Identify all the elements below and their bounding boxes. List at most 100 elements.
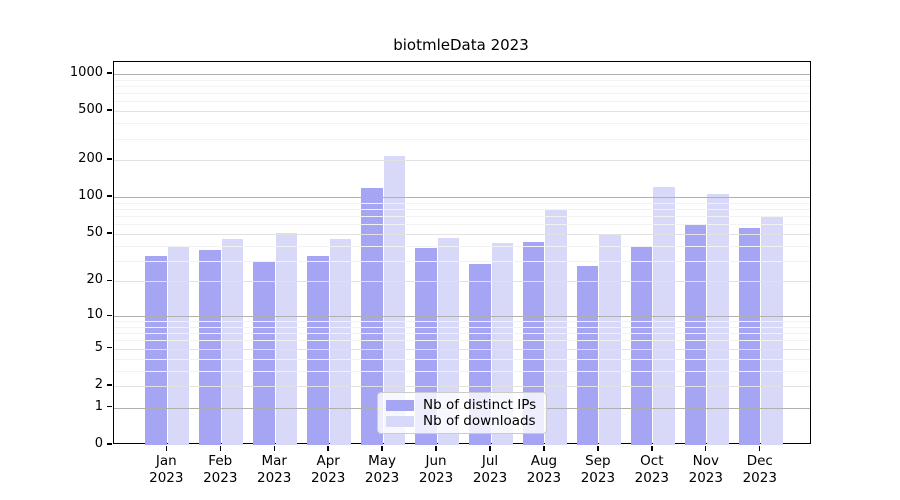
y-tick-mark xyxy=(107,109,112,111)
y-tick-label: 20 xyxy=(86,272,103,288)
x-tick-label: Dec 2023 xyxy=(742,453,777,486)
legend-item-downloads: Nb of downloads xyxy=(386,413,538,429)
gridline-mid xyxy=(114,233,810,235)
y-tick-label: 0 xyxy=(94,436,103,451)
gridline-minor xyxy=(114,101,810,103)
x-tick-mark xyxy=(543,445,545,451)
bar-downloads-nov xyxy=(707,193,729,445)
legend-label-distinct-ips: Nb of distinct IPs xyxy=(423,397,537,413)
x-tick-label: May 2023 xyxy=(364,453,400,486)
x-tick-label: Oct 2023 xyxy=(634,453,670,486)
bar-downloads-may xyxy=(383,156,406,445)
gridline-major xyxy=(114,316,810,318)
y-tick-label: 1 xyxy=(94,398,103,414)
gridline-minor xyxy=(114,326,810,328)
bar-downloads-apr xyxy=(329,239,352,445)
gridline-mid xyxy=(114,385,810,387)
y-tick-label: 50 xyxy=(86,224,103,240)
x-tick-mark xyxy=(273,445,275,451)
gridline-minor xyxy=(114,224,810,226)
bar-distinct-ips-jan xyxy=(145,255,167,445)
bar-downloads-oct xyxy=(653,187,675,445)
gridline-minor xyxy=(114,138,810,140)
y-tick-mark xyxy=(107,406,112,408)
y-tick-label: 100 xyxy=(78,188,103,204)
gridline-minor xyxy=(114,93,810,95)
y-tick-mark xyxy=(107,72,112,74)
y-tick-label: 500 xyxy=(78,102,103,118)
x-tick-label: Nov 2023 xyxy=(688,453,723,486)
y-tick-label: 10 xyxy=(86,307,103,323)
gridline-mid xyxy=(114,111,810,113)
y-tick-label: 5 xyxy=(94,339,103,355)
y-tick-mark xyxy=(107,443,112,445)
bar-distinct-ips-oct xyxy=(630,246,653,445)
x-tick-label: Jun 2023 xyxy=(418,453,454,486)
gridline-minor xyxy=(114,370,810,372)
gridline-major xyxy=(114,73,810,75)
y-tick-mark xyxy=(107,279,112,282)
x-tick-mark xyxy=(489,445,491,451)
x-tick-mark xyxy=(705,445,707,451)
bar-downloads-sep xyxy=(599,234,621,445)
gridline-minor xyxy=(114,358,810,360)
bar-distinct-ips-apr xyxy=(307,255,329,445)
y-tick-mark xyxy=(107,384,112,386)
gridline-minor xyxy=(114,333,810,335)
y-tick-mark xyxy=(107,195,112,197)
y-tick-label: 2 xyxy=(94,376,103,392)
y-tick-label: 1000 xyxy=(69,64,103,80)
bar-distinct-ips-feb xyxy=(199,249,221,445)
x-tick-mark xyxy=(651,445,653,451)
x-tick-label: Aug 2023 xyxy=(526,453,562,486)
x-tick-mark xyxy=(381,445,383,451)
bar-distinct-ips-sep xyxy=(576,266,599,445)
bar-downloads-mar xyxy=(275,232,298,445)
gridline-minor xyxy=(114,260,810,262)
bar-downloads-feb xyxy=(221,239,244,445)
gridline-minor xyxy=(114,202,810,204)
gridline-mid xyxy=(114,160,810,162)
gridline-minor xyxy=(114,321,810,323)
bar-distinct-ips-mar xyxy=(253,262,275,445)
gridline-minor xyxy=(114,208,810,210)
y-tick-label: 200 xyxy=(78,151,103,167)
gridline-minor xyxy=(114,216,810,218)
gridline-minor xyxy=(114,245,810,247)
chart-title: biotmleData 2023 xyxy=(393,36,529,54)
legend: Nb of distinct IPs Nb of downloads xyxy=(377,392,547,434)
gridlines-layer xyxy=(114,62,810,443)
x-tick-label: Sep 2023 xyxy=(580,453,616,486)
bar-downloads-jan xyxy=(167,246,190,445)
x-tick-label: Feb 2023 xyxy=(203,453,238,486)
y-tick-mark xyxy=(107,158,112,160)
gridline-mid xyxy=(114,348,810,350)
x-tick-mark xyxy=(435,445,437,451)
x-tick-label: Mar 2023 xyxy=(257,453,292,486)
y-tick-mark xyxy=(107,314,112,316)
x-tick-mark xyxy=(165,445,167,451)
x-tick-mark xyxy=(219,445,221,451)
x-tick-label: Jul 2023 xyxy=(472,453,508,486)
y-tick-mark xyxy=(107,347,112,349)
y-tick-mark xyxy=(107,232,112,234)
x-tick-label: Apr 2023 xyxy=(310,453,346,486)
gridline-minor xyxy=(114,340,810,342)
x-tick-mark xyxy=(759,445,761,451)
bar-downloads-dec xyxy=(761,216,783,445)
x-tick-mark xyxy=(597,445,599,451)
x-tick-mark xyxy=(327,445,329,451)
legend-item-distinct-ips: Nb of distinct IPs xyxy=(386,397,538,413)
gridline-minor xyxy=(114,123,810,125)
legend-label-downloads: Nb of downloads xyxy=(423,413,536,429)
plot-area xyxy=(113,61,811,445)
gridline-mid xyxy=(114,281,810,283)
x-tick-label: Jan 2023 xyxy=(149,453,184,486)
bar-distinct-ips-nov xyxy=(684,224,707,445)
legend-swatch-distinct-ips xyxy=(386,399,414,411)
gridline-minor xyxy=(114,85,810,87)
legend-swatch-downloads xyxy=(386,415,414,427)
gridline-major xyxy=(114,197,810,199)
gridline-minor xyxy=(114,79,810,81)
